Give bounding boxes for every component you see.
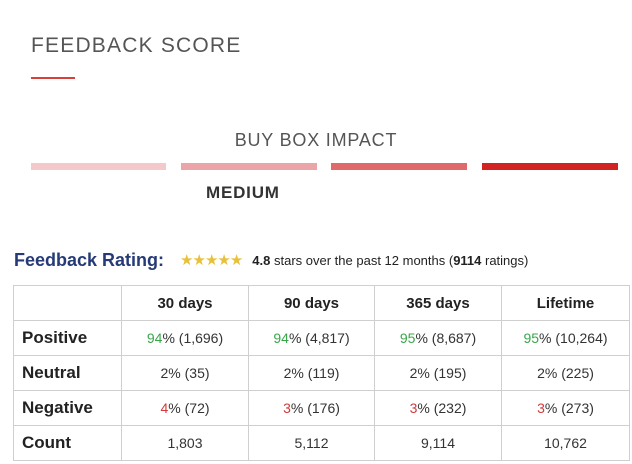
cell-value: % (35) bbox=[168, 365, 210, 381]
row-label: Positive bbox=[13, 320, 122, 356]
table-cell: 2% (225) bbox=[501, 355, 630, 391]
corner-cell bbox=[13, 285, 122, 321]
feedback-rating-summary: Feedback Rating: ★ ★ ★ ★ ★ 4.8 stars ove… bbox=[14, 248, 629, 272]
feedback-rating-heading: Feedback Rating: bbox=[14, 249, 165, 270]
cell-value: 5,112 bbox=[294, 435, 329, 451]
title-underline bbox=[31, 77, 75, 79]
table-cell: 94% (4,817) bbox=[248, 320, 375, 356]
star-icon: ★ bbox=[229, 251, 244, 269]
cell-value: % (273) bbox=[544, 400, 594, 416]
cell-percent: 3 bbox=[283, 400, 291, 416]
table-cell: 2% (119) bbox=[248, 355, 375, 391]
cell-value: 10,762 bbox=[544, 435, 587, 451]
cell-value: % (225) bbox=[544, 365, 594, 381]
feedback-score-title: FEEDBACK SCORE bbox=[31, 34, 242, 57]
row-label: Count bbox=[13, 425, 122, 461]
buy-box-impact-label: BUY BOX IMPACT bbox=[234, 130, 398, 150]
column-header-365-days: 365 days bbox=[374, 285, 502, 321]
cell-value: 1,803 bbox=[167, 435, 203, 451]
column-header-lifetime: Lifetime bbox=[501, 285, 630, 321]
impact-segment-3 bbox=[331, 163, 467, 170]
table-header-row: 30 days 90 days 365 days Lifetime bbox=[13, 285, 630, 321]
table-cell: 4% (72) bbox=[121, 390, 249, 426]
buy-box-impact-level: MEDIUM bbox=[206, 183, 280, 202]
cell-value: % (10,264) bbox=[539, 330, 608, 346]
table-row: Positive 94% (1,696) 94% (4,817) 95% (8,687… bbox=[13, 320, 630, 356]
star-icon: ★ bbox=[204, 251, 219, 269]
table-cell: 2% (195) bbox=[374, 355, 502, 391]
rating-ratings-text: ratings) bbox=[481, 252, 529, 268]
star-icon: ★ bbox=[180, 251, 194, 269]
rating-summary-text: 4.8 stars over the past 12 months (9114 … bbox=[252, 253, 528, 268]
table-cell: 94% (1,696) bbox=[121, 320, 249, 356]
cell-percent: 2 bbox=[283, 365, 292, 381]
buy-box-impact-meter bbox=[31, 163, 618, 170]
table-cell: 5,112 bbox=[248, 425, 375, 461]
cell-value: 9,114 bbox=[421, 435, 455, 451]
table-row: Negative 4% (72) 3% (176) 3% (232) 3% (273) bbox=[13, 390, 630, 426]
cell-percent: 94 bbox=[146, 330, 163, 346]
impact-segment-1 bbox=[31, 163, 166, 170]
cell-percent: 95 bbox=[523, 330, 540, 346]
rating-count: 9114 bbox=[453, 252, 482, 268]
cell-percent: 3 bbox=[537, 400, 545, 416]
cell-value: % (232) bbox=[417, 400, 467, 416]
cell-value: % (176) bbox=[290, 400, 340, 416]
table-cell: 3% (273) bbox=[501, 390, 630, 426]
table-cell: 95% (10,264) bbox=[501, 320, 630, 356]
rating-score: 4.8 bbox=[252, 252, 271, 268]
cell-value: % (8,687) bbox=[415, 330, 477, 346]
table-cell: 2% (35) bbox=[121, 355, 249, 391]
column-header-30-days: 30 days bbox=[121, 285, 249, 321]
cell-value: % (72) bbox=[168, 400, 210, 416]
impact-segment-2 bbox=[181, 163, 317, 170]
cell-value: % (119) bbox=[291, 365, 340, 381]
table-row: Count 1,803 5,112 9,114 10,762 bbox=[13, 425, 630, 461]
column-header-90-days: 90 days bbox=[248, 285, 375, 321]
star-icon: ★ bbox=[192, 251, 206, 269]
table-cell: 95% (8,687) bbox=[374, 320, 502, 356]
row-label: Negative bbox=[13, 390, 122, 426]
table-cell: 9,114 bbox=[374, 425, 502, 461]
cell-percent: 2 bbox=[160, 365, 169, 381]
table-cell: 10,762 bbox=[501, 425, 630, 461]
five-star-icon: ★ ★ ★ ★ ★ bbox=[180, 251, 244, 269]
cell-percent: 4 bbox=[160, 400, 169, 416]
cell-percent: 95 bbox=[399, 330, 416, 346]
table-cell: 3% (176) bbox=[248, 390, 375, 426]
table-cell: 1,803 bbox=[121, 425, 249, 461]
table-cell: 3% (232) bbox=[374, 390, 502, 426]
cell-value: % (4,817) bbox=[288, 330, 350, 346]
rating-stars-text: stars over the past 12 months ( bbox=[270, 252, 454, 268]
table-row: Neutral 2% (35) 2% (119) 2% (195) 2% (225) bbox=[13, 355, 630, 391]
feedback-table: 30 days 90 days 365 days Lifetime Positi… bbox=[13, 285, 630, 461]
cell-percent: 94 bbox=[273, 330, 289, 346]
cell-percent: 2 bbox=[537, 365, 545, 381]
star-icon: ★ bbox=[217, 251, 231, 269]
row-label: Neutral bbox=[13, 355, 122, 391]
cell-percent: 3 bbox=[409, 400, 418, 416]
cell-percent: 2 bbox=[409, 365, 418, 381]
impact-segment-4 bbox=[482, 163, 618, 170]
cell-value: % (1,696) bbox=[162, 330, 224, 346]
cell-value: % (195) bbox=[417, 365, 467, 381]
